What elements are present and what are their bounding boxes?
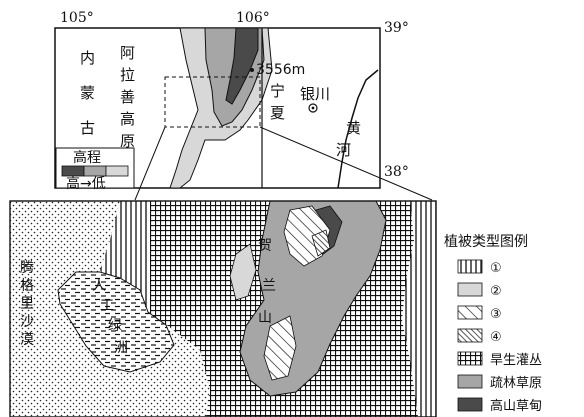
legend-label-shrub: 旱生灌丛 [490,353,542,368]
detail-frame [9,200,437,417]
svg-text:绿: 绿 [108,318,122,334]
zone-2 [229,243,257,301]
legend-swatch-3 [457,305,483,320]
lat-top-label: 39° [384,20,409,36]
label-gao: 高 [120,110,135,128]
label-nei: 内 [80,49,95,67]
legend-label-meadow: 高山草甸 [490,398,542,414]
label-gu: 古 [80,119,95,137]
yinchuan-label: 银川 [300,85,330,103]
label-la: 拉 [120,66,135,84]
label-ning: 宁 [270,82,285,100]
legend-label-4: ④ [490,330,502,345]
peak-label: 3556m [256,62,305,78]
connector-right [259,126,433,201]
legend-swatch-2 [457,282,483,297]
helan-label: 贺 兰 山 [258,238,276,326]
tengger-label: 腾 格 里 沙 漠 [20,259,34,348]
svg-text:贺: 贺 [258,238,272,254]
label-shan: 善 [120,88,135,106]
legend-swatch-1 [457,259,483,274]
svg-text:腾: 腾 [20,259,34,276]
lat-bottom-label: 38° [384,164,409,180]
zone-oasis [57,271,175,373]
svg-text:洲: 洲 [114,340,128,356]
yinchuan-symbol [308,103,318,113]
overview-map [54,27,433,201]
elevation-legend-title: 高程 [73,149,101,166]
legend-swatch-4 [457,328,483,343]
detail-box [164,76,261,128]
svg-text:兰: 兰 [262,278,276,294]
legend-label-1: ① [490,261,502,276]
elevation-legend-mid [83,165,107,177]
zone-3-b [263,315,297,381]
legend-swatch-meadow [457,397,483,412]
zone-4 [311,229,331,257]
elevation-legend-scale: 高→低 [66,175,106,192]
vegetation-legend: 植被类型图例 ① ② ③ ④ 旱生灌丛 疏林草原 高山草甸 [444,234,542,414]
svg-text:沙: 沙 [20,314,34,330]
label-he: 河 [336,141,351,159]
legend-label-steppe: 疏林草原 [490,376,542,391]
label-huang: 黄 [346,119,361,137]
svg-text:山: 山 [258,310,272,326]
label-a: 阿 [120,44,135,62]
legend-label-3: ③ [490,307,502,322]
label-yuan: 原 [120,132,135,150]
detail-map [9,200,437,417]
elevation-legend-high [61,165,85,177]
svg-text:里: 里 [20,296,34,312]
legend-label-2: ② [490,284,502,299]
lon-right-label: 106° [236,10,270,26]
label-xia: 夏 [270,104,285,122]
legend-title: 植被类型图例 [444,234,528,250]
svg-text:漠: 漠 [20,332,34,348]
svg-text:格: 格 [20,278,34,294]
lon-left-label: 105° [60,10,94,26]
elevation-high [225,27,259,105]
label-meng: 蒙 [80,84,95,102]
elevation-legend-low [105,165,129,177]
svg-text:人: 人 [92,278,106,294]
legend-swatch-steppe [457,374,483,389]
oasis-label: 人 工 绿 洲 [92,278,128,356]
peak-marker [250,68,254,72]
legend-swatch-shrub [457,351,483,366]
svg-text:工: 工 [100,298,114,314]
connector-left [134,126,166,201]
